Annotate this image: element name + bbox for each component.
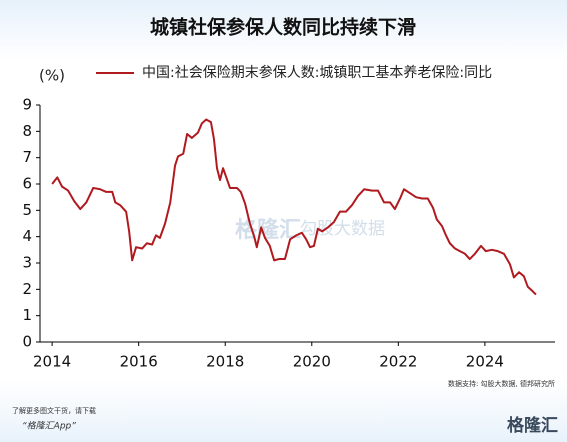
x-tick-label: 2024	[466, 353, 504, 371]
y-tick-label: 2	[22, 280, 32, 298]
x-tick-label: 2018	[206, 353, 244, 371]
x-tick-label: 2014	[33, 353, 71, 371]
y-tick-label: 0	[22, 333, 32, 351]
y-tick-label: 9	[22, 96, 32, 114]
line-series	[51, 118, 537, 296]
y-tick-label: 5	[22, 201, 32, 219]
chart-title: 城镇社保参保人数同比持续下滑	[150, 16, 416, 39]
footer-text: 了解更多图文干货，请下载	[12, 406, 96, 415]
watermark: 勾股大数据	[300, 219, 385, 239]
logo: 格隆汇	[507, 415, 558, 436]
y-tick-label: 7	[22, 148, 32, 166]
x-tick-label: 2016	[120, 353, 158, 371]
x-tick-label: 2020	[293, 353, 331, 371]
y-unit: (%)	[39, 67, 65, 85]
y-tick-label: 8	[22, 122, 32, 140]
y-tick-label: 6	[22, 175, 32, 193]
y-tick-label: 3	[22, 254, 32, 272]
source: 数据支持: 勾股大数据, 德邦研究所	[448, 379, 555, 388]
footer-app: “格隆汇App”	[22, 421, 76, 432]
x-tick-label: 2022	[379, 353, 417, 371]
y-tick-label: 4	[22, 227, 32, 245]
legend: 中国:社会保险期末参保人数:城镇职工基本养老保险:同比	[96, 62, 516, 84]
legend-swatch	[96, 72, 134, 74]
legend-label: 中国:社会保险期末参保人数:城镇职工基本养老保险:同比	[142, 65, 493, 81]
y-tick-label: 1	[22, 306, 32, 324]
